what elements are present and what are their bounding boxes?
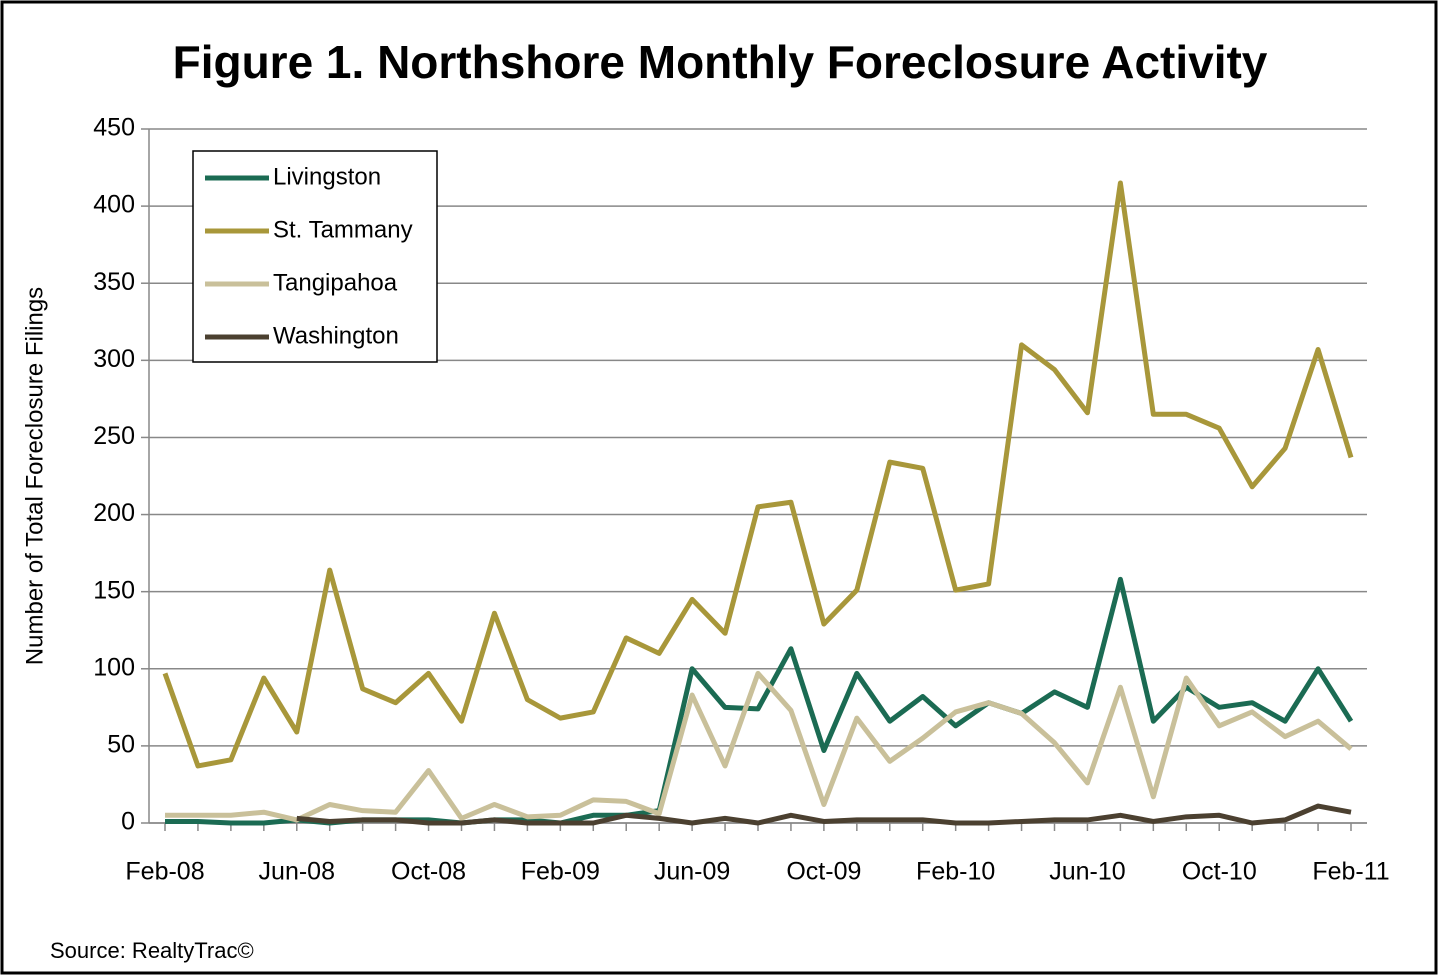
x-tick-label: Feb-09 [521,858,600,886]
y-axis-label: Number of Total Foreclosure Filings [21,287,48,665]
series-line [296,803,1352,826]
x-tick-label: Jun-08 [259,858,335,886]
y-tick-label: 450 [93,114,135,142]
legend-box [192,150,438,363]
series-line [165,670,1353,823]
x-tick-label: Feb-10 [916,858,995,886]
legend-label: Livingston [273,163,381,190]
x-tick-label: Feb-11 [1312,858,1389,886]
y-tick-label: 50 [107,730,135,758]
y-tick-label: 150 [93,576,135,604]
chart-title: Figure 1. Northshore Monthly Foreclosure… [173,36,1268,88]
source-note: Source: RealtyTrac© [50,938,254,963]
x-tick-label: Jun-09 [654,858,730,886]
y-tick-label: 250 [93,422,135,450]
x-tick-label: Oct-09 [786,858,861,886]
legend-label: Washington [273,322,399,349]
legend-label: St. Tammany [273,216,413,243]
legend: Livingston St. Tammany Tangipahoa Washingto… [192,150,438,363]
y-tick-label: 200 [93,499,135,527]
x-tick-label: Feb-08 [125,858,204,886]
y-tick-label: 300 [93,345,135,373]
y-tick-label: 0 [121,808,135,836]
x-tick-label: Jun-10 [1049,858,1125,886]
series-line [162,180,1354,769]
x-tick-label: Oct-10 [1182,858,1257,886]
y-tick-label: 100 [93,653,135,681]
y-tick-label: 350 [93,268,135,296]
x-tick-label: Oct-08 [391,858,466,886]
legend-label: Tangipahoa [273,269,398,296]
y-tick-label: 400 [93,191,135,219]
